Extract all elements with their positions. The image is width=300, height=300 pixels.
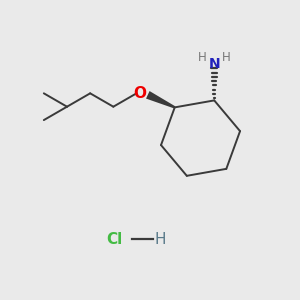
Text: Cl: Cl	[106, 232, 122, 247]
Text: N: N	[208, 57, 220, 71]
Text: H: H	[155, 232, 166, 247]
Polygon shape	[146, 91, 175, 109]
Text: O: O	[133, 86, 146, 101]
Text: H: H	[197, 51, 206, 64]
Text: H: H	[222, 51, 230, 64]
